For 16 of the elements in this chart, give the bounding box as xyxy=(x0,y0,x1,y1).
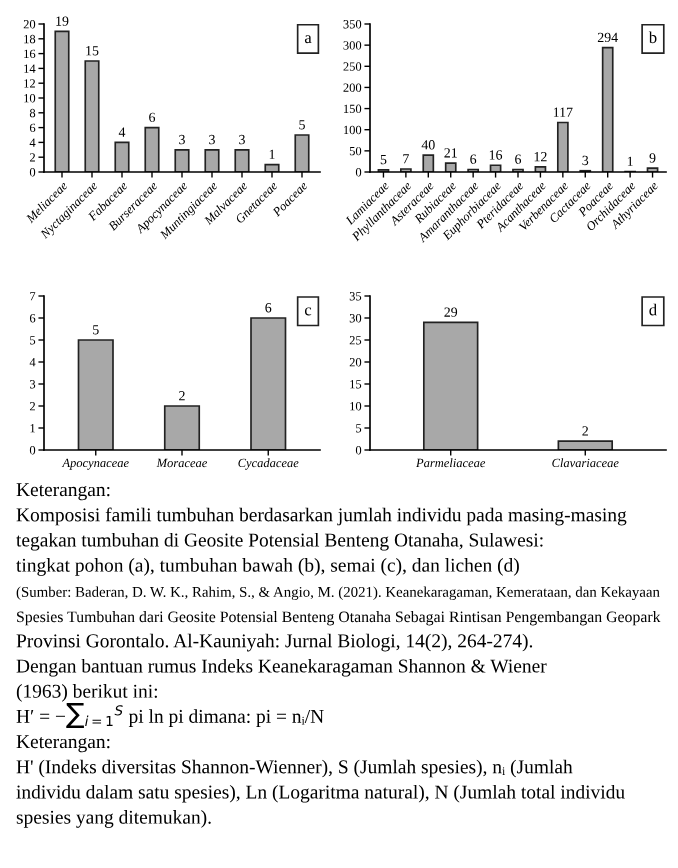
text: H' (Indeks diversitas Shannon-Wienner), S (Jumlah spesies), nᵢ (Jumlah xyxy=(16,759,573,778)
text: spesies yang ditemukan). xyxy=(16,810,211,828)
text: Provinsi Gorontalo. Al-Kauniyah: Jurnal Biologi, 14(2), 264-274). xyxy=(16,633,533,652)
text: H′ = −∑$_{i=1}$$^{S}$ pi ln pi dimana: pi = nᵢ/N xyxy=(16,702,324,729)
chart-title: d xyxy=(649,303,657,316)
text: tingkat pohon (a), tumbuhan bawah (b), semai (c), dan lichen (d) xyxy=(16,558,519,576)
chart-title: a xyxy=(304,35,312,44)
text: tegakan tumbuhan di Geosite Potensial Benteng Otanaha, Sulawesi: xyxy=(16,532,543,551)
text: individu dalam satu spesies), Ln (Logaritma natural), N (Jumlah total individu xyxy=(16,784,625,803)
text: Dengan bantuan rumus Indeks Keanekaragaman Shannon & Wiener xyxy=(16,658,547,677)
chart-title: c xyxy=(304,307,312,316)
text: Keterangan: xyxy=(16,735,110,753)
chart-title: b xyxy=(648,31,657,44)
text: Komposisi famili tumbuhan berdasarkan jumlah individu pada masing-masing xyxy=(16,507,627,526)
text: (1963) berikut ini: xyxy=(16,684,157,702)
text: Keterangan: xyxy=(16,483,110,501)
